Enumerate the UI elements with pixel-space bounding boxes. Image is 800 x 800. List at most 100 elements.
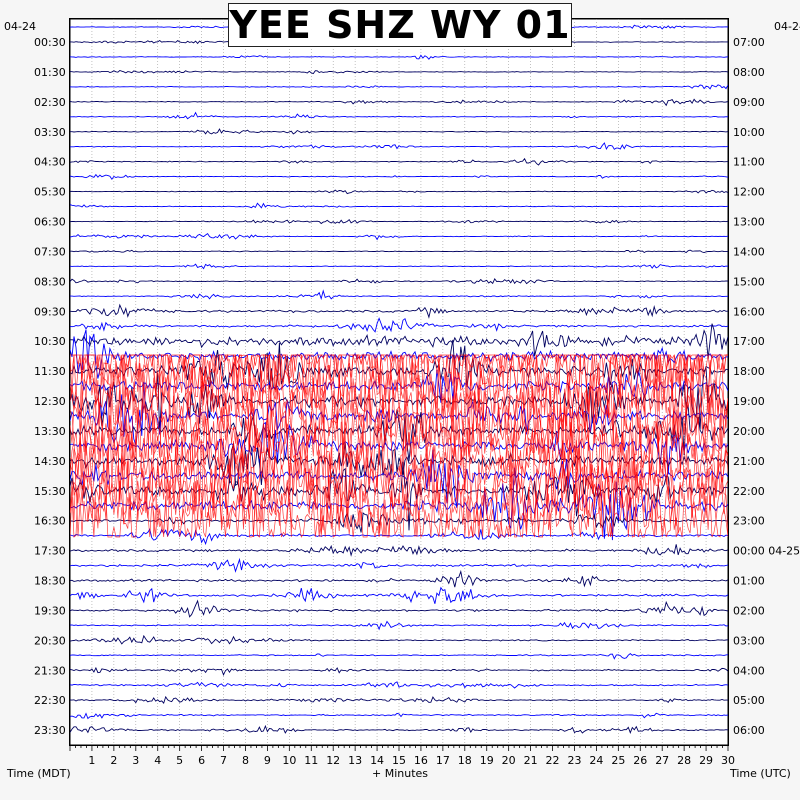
right-hour-label: 18:00 [733,365,765,378]
clipped-trace-row-28 [69,395,729,492]
left-hour-label: 05:30 [34,186,66,199]
x-tick-label: 4 [154,754,161,767]
trace-row-40 [69,620,729,631]
trace-row-46 [69,712,729,720]
clipped-trace-row-27 [69,376,729,487]
trace-row-11 [69,189,729,195]
clipped-trace-row-32 [69,453,729,538]
trace-row-10 [69,173,729,180]
right-hour-label: 06:00 [733,724,765,737]
x-tick-label: 24 [589,754,603,767]
left-hour-label: 01:30 [34,66,66,79]
trace-row-29 [69,443,729,487]
left-hour-label: 11:30 [34,365,66,378]
right-hour-label: 02:00 [733,604,765,617]
x-tick-label: 29 [699,754,713,767]
trace-row-42 [69,653,729,660]
right-hour-label: 10:00 [733,126,765,139]
trace-row-38 [69,586,729,604]
trace-row-9 [69,157,729,166]
left-hour-label: 17:30 [34,545,66,558]
trace-row-44 [69,681,729,689]
trace-row-47 [69,724,729,734]
right-hour-label: 04:00 [733,664,765,677]
minute-axis: 1 2 3 4 5 6 7 8 9 10 11 12 13 14 15 16 17 18 19 20 21 22 23 24 2… [69,745,735,767]
title-box: YEE SHZ WY 01 [228,3,572,47]
right-hour-label: 14:00 [733,245,765,258]
trace-row-35 [69,544,729,557]
x-tick-label: 3 [132,754,139,767]
left-hour-label: 22:30 [34,694,66,707]
x-tick-label: 8 [242,754,249,767]
left-hour-label: 16:30 [34,515,66,528]
x-tick-label: 26 [633,754,647,767]
trace-row-20 [69,317,729,333]
x-tick-label: 22 [546,754,560,767]
clipped-trace-row-22 [69,353,728,411]
clipped-trace-row-29 [69,407,729,516]
right-hour-label: 23:00 [733,515,765,528]
right-hour-label: 17:00 [733,335,765,348]
x-tick-label: 15 [392,754,406,767]
x-axis-title: + Minutes [372,767,428,780]
right-hour-label: 11:00 [733,156,765,169]
x-tick-label: 14 [370,754,384,767]
right-hour-label: 05:00 [733,694,765,707]
trace-row-7 [70,128,729,135]
right-time-labels: 07:00 08:00 09:00 10:00 11:00 12:00 13:00 14:00… [733,36,800,737]
left-axis-title: Time (MDT) [6,767,71,780]
left-hour-label: 15:30 [34,485,66,498]
clipped-trace-row-26 [69,362,729,464]
left-hour-label: 00:30 [34,36,66,49]
left-hour-label: 07:30 [34,245,66,258]
right-hour-label: 19:00 [733,395,765,408]
x-tick-label: 7 [220,754,227,767]
x-tick-label: 18 [458,754,472,767]
clipped-trace-row-24 [69,353,729,436]
x-tick-label: 19 [480,754,494,767]
x-tick-label: 27 [655,754,669,767]
trace-row-21 [69,323,729,359]
trace-row-15 [70,249,728,254]
x-tick-label: 25 [611,754,625,767]
left-hour-label: 18:30 [34,575,66,588]
x-tick-label: 16 [414,754,428,767]
x-tick-label: 10 [282,754,296,767]
clipped-trace-row-23 [69,353,728,422]
left-hour-label: 20:30 [34,634,66,647]
x-tick-label: 23 [567,754,581,767]
left-hour-label: 08:30 [34,275,66,288]
trace-row-32 [69,467,729,541]
left-hour-label: 13:30 [34,425,66,438]
x-tick-label: 9 [264,754,271,767]
left-hour-label: 10:30 [34,335,66,348]
x-tick-label: 12 [326,754,340,767]
trace-row-16 [69,263,729,270]
trace-row-14 [69,232,729,241]
trace-row-41 [69,634,729,645]
right-hour-label: 16:00 [733,305,765,318]
clipped-trace-row-31 [69,440,729,538]
trace-row-17 [69,278,729,285]
right-hour-label: 09:00 [733,96,765,109]
trace-row-45 [69,695,728,704]
left-hour-label: 12:30 [34,395,66,408]
trace-row-8 [70,142,729,151]
x-tick-label: 1 [88,754,95,767]
seismic-traces [69,18,729,746]
x-tick-label: 6 [198,754,205,767]
left-hour-label: 03:30 [34,126,66,139]
trace-row-6 [70,111,729,120]
left-hour-label: 06:30 [34,216,66,229]
x-tick-label: 30 [721,754,735,767]
right-axis-title: Time (UTC) [729,767,791,780]
right-hour-label: 00:00 04-25 [733,545,800,558]
x-tick-label: 28 [677,754,691,767]
trace-row-39 [69,599,729,618]
left-hour-label: 21:30 [34,664,66,677]
right-hour-label: 03:00 [733,634,765,647]
x-tick-label: 2 [110,754,117,767]
right-hour-label: 21:00 [733,455,765,468]
right-hour-label: 01:00 [733,575,765,588]
